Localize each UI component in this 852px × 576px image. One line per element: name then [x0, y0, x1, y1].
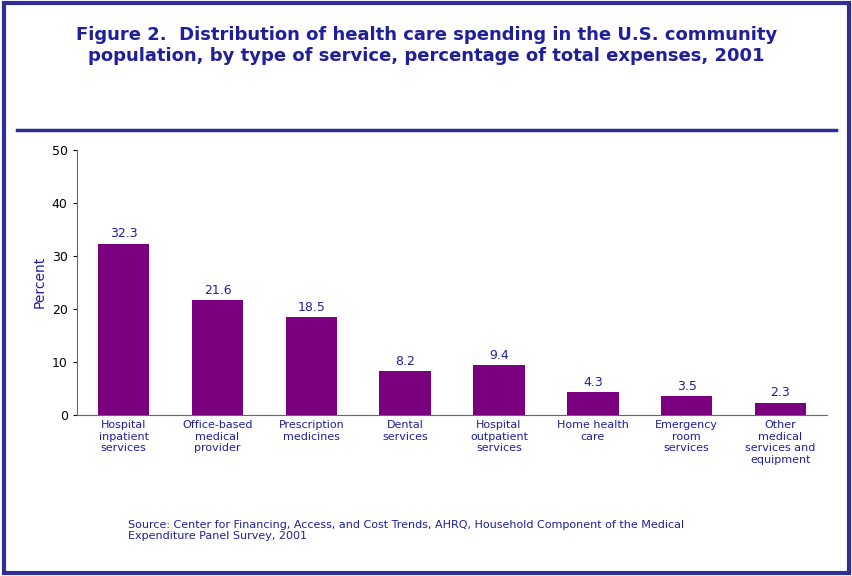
Text: 2.3: 2.3 — [769, 386, 790, 399]
Bar — [567, 392, 618, 415]
Bar — [660, 396, 711, 415]
Text: 9.4: 9.4 — [488, 348, 509, 362]
Text: 21.6: 21.6 — [204, 284, 231, 297]
Bar — [379, 372, 430, 415]
Text: Figure 2.  Distribution of health care spending in the U.S. community
population: Figure 2. Distribution of health care sp… — [76, 26, 776, 65]
Text: 32.3: 32.3 — [110, 228, 137, 240]
Text: 8.2: 8.2 — [394, 355, 415, 368]
Text: 3.5: 3.5 — [676, 380, 696, 393]
Y-axis label: Percent: Percent — [32, 256, 46, 308]
Text: 4.3: 4.3 — [582, 376, 602, 389]
Bar — [192, 300, 243, 415]
Bar — [754, 403, 805, 415]
Bar — [98, 244, 149, 415]
Text: 18.5: 18.5 — [297, 301, 325, 313]
Text: Source: Center for Financing, Access, and Cost Trends, AHRQ, Household Component: Source: Center for Financing, Access, an… — [128, 520, 683, 541]
Bar — [473, 365, 524, 415]
Bar — [285, 317, 337, 415]
